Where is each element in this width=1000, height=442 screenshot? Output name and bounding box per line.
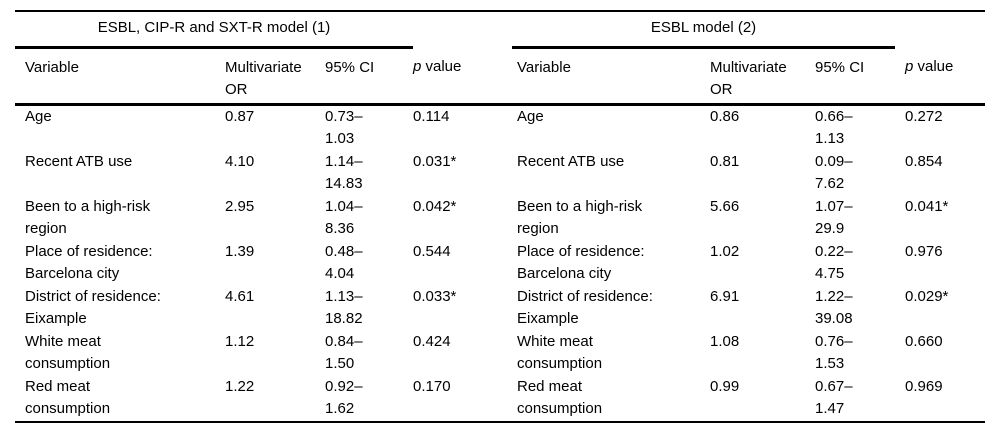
model-1-title: ESBL, CIP-R and SXT-R model (1) xyxy=(15,11,413,49)
cell-ci: 0.73– 1.03 xyxy=(325,108,363,147)
cell-variable: District of residence: Eixample xyxy=(25,288,161,327)
table-row: White meat consumption 1.12 0.84– 1.50 0… xyxy=(15,331,985,376)
cell-pvalue: 0.041* xyxy=(905,198,949,215)
col-header-pvalue-2: p value xyxy=(895,47,985,106)
cell-or: 0.81 xyxy=(710,153,740,170)
cell-pvalue: 0.544 xyxy=(413,243,451,260)
cell-or: 1.02 xyxy=(710,243,740,260)
cell-variable: Recent ATB use xyxy=(517,153,625,170)
cell-or: 2.95 xyxy=(225,198,255,215)
cell-pvalue: 0.029* xyxy=(905,288,949,305)
cell-pvalue: 0.424 xyxy=(413,333,451,350)
cell-pvalue: 0.033* xyxy=(413,288,457,305)
cell-variable: Age xyxy=(25,108,52,125)
cell-variable: White meat consumption xyxy=(517,333,603,372)
spanner-gap xyxy=(413,11,512,48)
cell-variable: Red meat consumption xyxy=(25,378,111,417)
col-header-multivariate-or-1: Multivariate OR xyxy=(225,47,325,106)
cell-or: 0.87 xyxy=(225,108,255,125)
table-row: Recent ATB use 4.10 1.14– 14.83 0.031* R… xyxy=(15,151,985,196)
table-row: Red meat consumption 1.22 0.92– 1.62 0.1… xyxy=(15,376,985,422)
cell-ci: 1.14– 14.83 xyxy=(325,153,363,192)
cell-pvalue: 0.170 xyxy=(413,378,451,395)
cell-or: 1.08 xyxy=(710,333,740,350)
table-container: ESBL, CIP-R and SXT-R model (1) ESBL mod… xyxy=(15,10,985,423)
cell-variable: Place of residence: Barcelona city xyxy=(517,243,645,282)
table-row: District of residence: Eixample 4.61 1.1… xyxy=(15,286,985,331)
cell-pvalue: 0.042* xyxy=(413,198,457,215)
cell-ci: 0.66– 1.13 xyxy=(815,108,853,147)
cell-or: 0.99 xyxy=(710,378,740,395)
spanner-gap xyxy=(895,11,985,48)
cell-variable: Been to a high-risk region xyxy=(517,198,643,237)
p-value-word: value xyxy=(421,57,462,75)
cell-variable: Age xyxy=(517,108,544,125)
col-header-variable-2: Variable xyxy=(512,47,710,106)
cell-ci: 0.92– 1.62 xyxy=(325,378,363,417)
cell-variable: White meat consumption xyxy=(25,333,111,372)
cell-or: 5.66 xyxy=(710,198,740,215)
cell-pvalue: 0.114 xyxy=(413,108,450,125)
cell-pvalue: 0.660 xyxy=(905,333,943,350)
model-spanner-row: ESBL, CIP-R and SXT-R model (1) ESBL mod… xyxy=(15,11,985,49)
cell-pvalue: 0.969 xyxy=(905,378,943,395)
cell-ci: 0.48– 4.04 xyxy=(325,243,363,282)
cell-or: 1.39 xyxy=(225,243,255,260)
cell-variable: Place of residence: Barcelona city xyxy=(25,243,153,282)
p-value-word: value xyxy=(913,57,954,75)
cell-pvalue: 0.272 xyxy=(905,108,943,125)
table-row: Place of residence: Barcelona city 1.39 … xyxy=(15,241,985,286)
cell-variable: District of residence: Eixample xyxy=(517,288,653,327)
cell-or: 4.61 xyxy=(225,288,255,305)
cell-pvalue: 0.031* xyxy=(413,153,457,170)
table-row: Age 0.87 0.73– 1.03 0.114 Age 0.86 0.66–… xyxy=(15,105,985,152)
cell-pvalue: 0.854 xyxy=(905,153,943,170)
cell-variable: Red meat consumption xyxy=(517,378,603,417)
cell-or: 1.12 xyxy=(225,333,255,350)
multivariate-models-table: ESBL, CIP-R and SXT-R model (1) ESBL mod… xyxy=(15,10,985,423)
column-header-row: Variable Multivariate OR 95% CI p value … xyxy=(15,47,985,106)
cell-or: 1.22 xyxy=(225,378,255,395)
cell-ci: 1.04– 8.36 xyxy=(325,198,363,237)
cell-ci: 1.13– 18.82 xyxy=(325,288,363,327)
cell-variable: Recent ATB use xyxy=(25,153,133,170)
cell-ci: 0.67– 1.47 xyxy=(815,378,853,417)
cell-or: 6.91 xyxy=(710,288,740,305)
cell-variable: Been to a high-risk region xyxy=(25,198,151,237)
cell-ci: 0.09– 7.62 xyxy=(815,153,853,192)
col-header-multivariate-or-2: Multivariate OR xyxy=(710,47,815,106)
col-header-ci-2: 95% CI xyxy=(815,47,895,106)
cell-ci: 1.07– 29.9 xyxy=(815,198,853,237)
cell-ci: 0.22– 4.75 xyxy=(815,243,853,282)
table-row: Been to a high-risk region 2.95 1.04– 8.… xyxy=(15,196,985,241)
col-header-ci-1: 95% CI xyxy=(325,47,413,106)
cell-ci: 1.22– 39.08 xyxy=(815,288,853,327)
cell-ci: 0.76– 1.53 xyxy=(815,333,853,372)
cell-ci: 0.84– 1.50 xyxy=(325,333,363,372)
p-symbol: p xyxy=(905,57,914,75)
p-symbol: p xyxy=(413,57,422,75)
col-header-variable-1: Variable xyxy=(15,47,225,106)
cell-pvalue: 0.976 xyxy=(905,243,943,260)
model-2-title: ESBL model (2) xyxy=(512,11,895,49)
cell-or: 0.86 xyxy=(710,108,740,125)
col-header-pvalue-1: p value xyxy=(413,47,512,106)
cell-or: 4.10 xyxy=(225,153,255,170)
